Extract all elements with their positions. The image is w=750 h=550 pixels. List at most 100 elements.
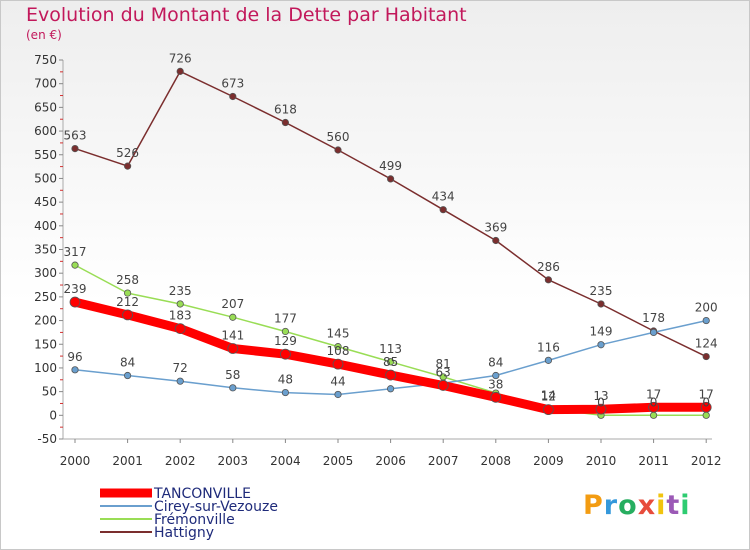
data-point xyxy=(492,236,500,245)
data-label: 560 xyxy=(327,130,350,144)
logo-letter: i xyxy=(656,490,667,521)
data-label: 235 xyxy=(590,284,613,298)
x-tick-label: 2011 xyxy=(638,454,669,468)
data-point xyxy=(71,261,79,269)
logo-letter: x xyxy=(637,490,657,521)
y-tick-label: 0 xyxy=(49,408,57,422)
logo-letter: P xyxy=(583,490,604,521)
data-label: 124 xyxy=(695,337,718,351)
data-point xyxy=(279,348,291,360)
data-label: 129 xyxy=(274,334,297,348)
data-label: 149 xyxy=(590,325,613,339)
y-tick-label: 700 xyxy=(34,77,57,91)
chart-subtitle: (en €) xyxy=(26,28,62,42)
data-point xyxy=(69,296,81,308)
data-point xyxy=(124,289,132,297)
data-label: 0 xyxy=(702,395,710,409)
legend-label: Hattigny xyxy=(154,525,214,541)
data-label: 14 xyxy=(541,389,556,403)
data-label: 116 xyxy=(537,340,560,354)
y-tick-label: 450 xyxy=(34,195,57,209)
x-tick-label: 2008 xyxy=(481,454,512,468)
data-label: 13 xyxy=(593,389,608,403)
data-label: 48 xyxy=(278,373,293,387)
data-point xyxy=(71,144,79,153)
data-point xyxy=(229,313,237,321)
data-point xyxy=(124,162,132,170)
data-point xyxy=(229,384,237,392)
data-point xyxy=(597,300,605,308)
data-point xyxy=(176,377,184,385)
x-tick-label: 2002 xyxy=(165,454,196,468)
x-tick-label: 2003 xyxy=(218,454,249,468)
data-label: 58 xyxy=(225,368,240,382)
data-label: 63 xyxy=(436,365,451,379)
data-point xyxy=(281,327,289,336)
data-label: 286 xyxy=(537,260,560,274)
data-label: 526 xyxy=(116,146,139,160)
y-tick-label: 200 xyxy=(34,314,57,328)
data-label: 212 xyxy=(116,295,139,309)
data-label: 85 xyxy=(383,355,398,369)
data-point xyxy=(334,146,342,154)
chart-title: Evolution du Montant de la Dette par Hab… xyxy=(26,4,467,26)
logo-letter: r xyxy=(603,490,619,521)
data-point xyxy=(122,309,133,321)
x-tick-label: 2004 xyxy=(270,454,301,468)
data-point xyxy=(229,92,237,101)
data-label: 84 xyxy=(120,356,135,370)
data-label: 200 xyxy=(695,301,718,315)
data-point xyxy=(597,341,605,349)
data-point xyxy=(649,328,658,337)
data-point xyxy=(700,401,712,413)
data-point xyxy=(386,358,395,366)
data-point xyxy=(71,366,79,374)
data-label: 96 xyxy=(67,350,82,364)
x-tick-label: 2000 xyxy=(60,454,91,468)
data-label: 563 xyxy=(64,129,87,143)
data-label: 17 xyxy=(646,387,661,401)
data-point xyxy=(492,371,500,380)
data-label: 317 xyxy=(64,245,87,259)
data-label: 0 xyxy=(650,395,658,409)
data-label: 369 xyxy=(484,220,507,234)
y-tick-label: -50 xyxy=(37,432,57,446)
logo-letter: o xyxy=(618,490,638,521)
data-label: 235 xyxy=(169,284,192,298)
data-point xyxy=(281,388,289,397)
y-tick-label: 650 xyxy=(34,100,57,114)
x-tick-label: 2012 xyxy=(691,454,722,468)
data-point xyxy=(702,316,710,325)
proxiti-logo: Proxiti xyxy=(583,490,691,521)
data-point xyxy=(281,118,289,127)
data-point xyxy=(176,300,184,308)
data-point xyxy=(648,401,659,413)
data-label: 113 xyxy=(379,342,402,356)
data-label: 618 xyxy=(274,103,297,117)
data-label: 81 xyxy=(436,357,451,371)
data-label: 12 xyxy=(541,390,556,404)
data-label: 84 xyxy=(488,356,503,370)
logo-letter: t xyxy=(666,490,681,521)
y-tick-label: 750 xyxy=(34,53,57,67)
y-tick-label: 600 xyxy=(34,124,57,138)
data-label: 726 xyxy=(169,51,192,65)
x-tick-label: 2001 xyxy=(112,454,143,468)
y-tick-label: 400 xyxy=(34,219,57,233)
data-point xyxy=(332,358,344,370)
y-tick-label: 350 xyxy=(34,243,57,257)
x-tick-label: 2010 xyxy=(586,454,617,468)
data-point xyxy=(702,352,710,361)
data-point xyxy=(702,411,710,419)
data-point xyxy=(649,411,658,419)
data-label: 673 xyxy=(221,76,244,90)
logo-letter: i xyxy=(680,490,691,521)
data-label: 108 xyxy=(327,344,350,358)
y-tick-label: 150 xyxy=(34,337,57,351)
data-point xyxy=(439,206,447,214)
data-point xyxy=(544,276,553,284)
data-point xyxy=(490,391,502,403)
y-tick-label: 500 xyxy=(34,171,57,185)
